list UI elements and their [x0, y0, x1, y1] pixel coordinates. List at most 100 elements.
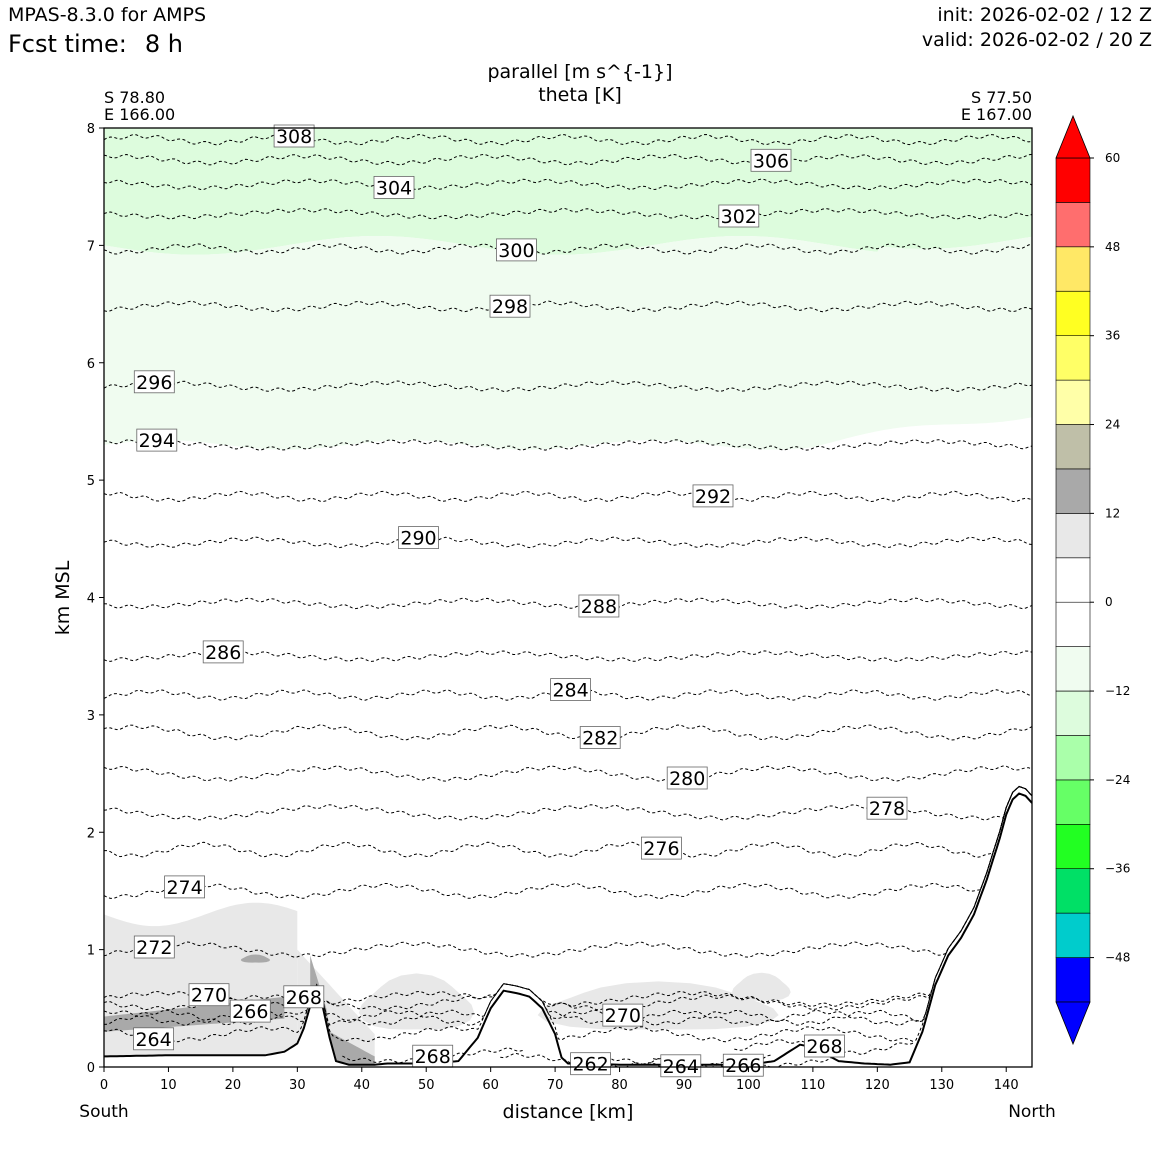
contour-label-text: 264	[135, 1029, 171, 1051]
x-tick-label: 50	[418, 1078, 435, 1093]
left-end-lat: S 78.80	[104, 88, 165, 107]
x-tick-label: 70	[547, 1078, 564, 1093]
x-tick-label: 60	[482, 1078, 499, 1093]
x-tick-label: 110	[800, 1078, 825, 1093]
contour-label: 264	[133, 1027, 175, 1051]
contour-label: 264	[660, 1054, 702, 1078]
theta-contour-290	[104, 536, 1032, 549]
colorbar-tick-label: 24	[1105, 418, 1120, 432]
theta-contour-294	[104, 439, 1032, 451]
y-axis-label: km MSL	[52, 560, 74, 635]
x-tick-label: 90	[676, 1078, 693, 1093]
contour-label-text: 302	[721, 206, 757, 228]
colorbar-segment	[1055, 957, 1091, 1003]
contour-label: 268	[283, 985, 325, 1009]
contour-label-text: 300	[498, 240, 534, 262]
colorbar-segment	[1055, 823, 1091, 869]
x-tick-label: 0	[100, 1078, 108, 1093]
contour-label: 292	[692, 484, 734, 508]
contour-label-text: 286	[205, 642, 241, 664]
contour-label: 276	[641, 836, 682, 860]
model-title: MPAS-8.3.0 for AMPS	[8, 4, 207, 26]
colorbar-tick-label: 12	[1105, 506, 1120, 520]
contour-label: 306	[750, 148, 792, 172]
contour-label-text: 280	[669, 768, 705, 790]
contour-label: 262	[570, 1052, 611, 1076]
contour-label: 268	[412, 1044, 454, 1068]
contour-label-text: 296	[136, 372, 172, 394]
colorbar-tick-label: 60	[1105, 151, 1120, 165]
contour-label: 302	[718, 204, 760, 228]
theta-contour-270	[104, 785, 1032, 1008]
contour-label-text: 308	[276, 126, 312, 148]
colorbar-segment	[1055, 912, 1091, 958]
theta-contour-268	[104, 785, 1032, 1011]
x-tick-label: 30	[289, 1078, 306, 1093]
chart-title: parallel [m s^{-1}]	[487, 61, 672, 83]
shade-low-level	[104, 902, 298, 1057]
y-tick-label: 6	[87, 357, 95, 372]
contour-label-text: 268	[806, 1036, 842, 1058]
contour-label-text: 266	[232, 1001, 268, 1023]
theta-contour-272	[104, 785, 1032, 958]
theta-contour-292	[104, 490, 1032, 503]
theta-contour-282	[104, 724, 1032, 741]
y-tick-label: 0	[87, 1061, 95, 1076]
colorbar-segment	[1055, 335, 1091, 381]
colorbar-segment	[1055, 779, 1091, 825]
y-tick-label: 4	[87, 592, 95, 607]
colorbar-segment	[1055, 601, 1091, 647]
theta-contour-274	[104, 785, 1032, 899]
contour-label-text: 272	[136, 937, 172, 959]
contour-label-text: 294	[139, 430, 175, 452]
contour-label: 294	[136, 428, 178, 452]
shade-low-level-blob-a	[358, 973, 475, 1030]
colorbar-segment	[1055, 468, 1091, 514]
terrain	[104, 792, 1032, 1066]
colorbar-segment	[1055, 513, 1091, 559]
contour-label: 268	[804, 1034, 845, 1058]
chart-subtitle: theta [K]	[538, 84, 622, 106]
left-end-lon: E 166.00	[104, 105, 175, 124]
colorbar: 60 48 36 24 12 0 −12 −24 −36 −48	[1055, 114, 1130, 1046]
colorbar-tick-label: −36	[1105, 862, 1130, 876]
contour-label: 266	[722, 1053, 764, 1077]
contour-label: 304	[373, 175, 415, 199]
valid-time: valid: 2026-02-02 / 20 Z	[921, 29, 1152, 51]
theta-contour-300	[104, 243, 1032, 255]
theta-contour-264	[104, 785, 1032, 1043]
contour-label-text: 270	[605, 1005, 641, 1027]
theta-contour-308	[104, 133, 1032, 146]
contour-label-text: 304	[376, 177, 412, 199]
colorbar-segment	[1055, 735, 1091, 781]
colorbar-segment	[1055, 690, 1091, 736]
colorbar-tick-label: −24	[1105, 773, 1130, 787]
colorbar-segment	[1055, 246, 1091, 292]
contour-label: 308	[273, 124, 315, 148]
theta-contour-286	[104, 650, 1032, 662]
x-tick-label: 10	[160, 1078, 177, 1093]
contour-label-text: 266	[725, 1055, 761, 1077]
colorbar-segment	[1055, 557, 1091, 603]
contour-label-text: 268	[415, 1046, 451, 1068]
contour-label: 286	[202, 640, 244, 664]
contour-label: 270	[188, 983, 230, 1007]
colorbar-segment	[1055, 646, 1091, 692]
wind-shading	[104, 128, 1032, 1065]
right-end-lat: S 77.50	[971, 88, 1032, 107]
x-axis-label: distance [km]	[503, 1101, 634, 1123]
y-tick-label: 3	[87, 709, 95, 724]
contour-label-text: 262	[572, 1054, 608, 1076]
contour-label: 280	[666, 766, 708, 790]
contour-label: 270	[602, 1003, 644, 1027]
theta-contour-280	[104, 765, 1032, 782]
contour-label: 266	[229, 999, 271, 1023]
shade-low-level-blob-c	[732, 972, 791, 1001]
colorbar-segment	[1055, 157, 1091, 203]
x-tick-label: 40	[354, 1078, 371, 1093]
forecast-time-value: 8 h	[144, 30, 183, 58]
contour-label: 290	[398, 526, 439, 550]
colorbar-segment	[1055, 290, 1091, 336]
contour-label: 288	[578, 594, 620, 618]
